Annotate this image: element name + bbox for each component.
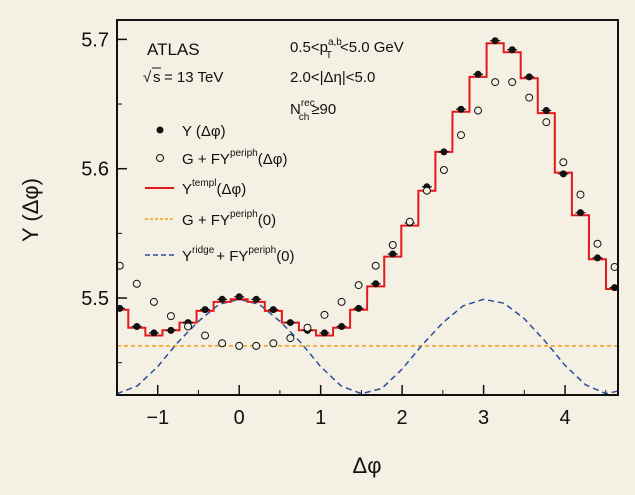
data-point-open (542, 118, 551, 127)
x-tick-label: 1 (315, 407, 326, 429)
data-point-open (117, 261, 124, 270)
ridge-curve (117, 298, 618, 395)
legend-label-y: Y (Δφ) (182, 123, 226, 140)
data-point-filled (491, 37, 499, 45)
legend-entry-ridge: Yridge + FYperiph(0) (145, 245, 295, 265)
plot-area (117, 37, 618, 395)
data-point-open (371, 261, 380, 270)
data-point-open (337, 297, 346, 306)
data-point-open (252, 341, 261, 350)
data-point-filled (389, 250, 397, 258)
legend: Y (Δφ) G + FYperiph(Δφ) Ytempl(Δφ) G + F… (145, 123, 295, 265)
energy-value: = 13 TeV (164, 69, 223, 86)
energy-prefix: s (153, 69, 161, 86)
data-point-open (235, 341, 244, 350)
data-point-filled (611, 284, 618, 292)
data-point-open (286, 334, 295, 343)
data-point-open (354, 281, 363, 290)
eta-range-label: 2.0<|Δη|<5.0 (290, 69, 375, 86)
legend-entry-templ: Ytempl(Δφ) (145, 178, 246, 198)
data-point-filled (542, 107, 550, 115)
data-point-filled (474, 70, 482, 78)
data-point-open (388, 241, 397, 249)
energy-label: √ s = 13 TeV (143, 67, 223, 86)
data-point-open (610, 262, 618, 271)
y-tick-label: 5.6 (81, 159, 109, 181)
data-point-open (474, 106, 483, 115)
x-tick-label: 0 (234, 407, 245, 429)
data-point-open (508, 78, 517, 87)
data-point-open (132, 279, 141, 288)
data-point-open (593, 239, 602, 248)
data-point-open (269, 339, 278, 348)
data-point-filled (372, 280, 380, 288)
data-point-filled (133, 322, 141, 330)
legend-entry-y: Y (Δφ) (156, 123, 226, 140)
data-point-open (576, 190, 585, 199)
data-point-filled (320, 329, 328, 337)
data-point-filled (559, 170, 567, 178)
data-point-filled (218, 295, 226, 303)
data-point-filled (167, 326, 175, 334)
legend-filled-marker (156, 126, 164, 134)
data-point-open (218, 339, 227, 348)
data-point-filled (117, 304, 124, 312)
legend-label-templ: Ytempl(Δφ) (182, 178, 246, 198)
legend-entry-g: G + FYperiph(Δφ) (156, 148, 288, 168)
data-point-filled (525, 73, 533, 81)
y-tick-label: 5.7 (81, 29, 109, 51)
data-point-open (201, 331, 210, 340)
data-point-open (525, 93, 534, 102)
data-point-filled (355, 304, 363, 312)
legend-label-ridge: Yridge + FYperiph(0) (182, 245, 295, 265)
data-point-open (439, 166, 448, 174)
nch-label: Nrec ch ≥90 (290, 98, 336, 123)
data-point-filled (286, 319, 294, 327)
data-point-filled (508, 46, 516, 54)
data-point-open (422, 186, 431, 195)
data-point-filled (201, 306, 209, 314)
data-point-open (166, 312, 175, 321)
x-tick-label: 3 (478, 407, 489, 429)
x-tick-label: 2 (397, 407, 408, 429)
template-step-line (117, 42, 618, 337)
data-point-filled (338, 322, 346, 330)
y-tick-label: 5.5 (81, 288, 109, 310)
data-point-filled (235, 293, 243, 301)
legend-open-marker (156, 154, 164, 162)
x-tick-label: 4 (559, 407, 570, 429)
data-point-open (303, 323, 312, 332)
data-point-open (491, 78, 500, 87)
atlas-label: ATLAS (147, 40, 200, 59)
y-axis-title: Y (Δφ) (18, 178, 43, 242)
x-tick-label: −1 (146, 407, 169, 429)
x-axis-title: Δφ (353, 453, 382, 478)
data-point-filled (269, 306, 277, 314)
data-point-filled (576, 209, 584, 217)
data-point-filled (440, 148, 448, 156)
legend-entry-flat: G + FYperiph(0) (145, 209, 276, 229)
data-point-open (405, 217, 414, 226)
pt-range-label: 0.5<pa,b T <5.0 GeV (290, 37, 404, 61)
plot-frame (116, 19, 619, 396)
data-point-filled (150, 329, 158, 337)
data-point-filled (457, 105, 465, 113)
data-point-filled (593, 254, 601, 262)
legend-label-flat: G + FYperiph(0) (182, 209, 276, 229)
data-point-filled (252, 295, 260, 303)
data-point-open (559, 158, 568, 167)
series-group (117, 37, 618, 395)
data-point-open (457, 131, 466, 140)
data-point-open (149, 297, 158, 306)
data-point-open (320, 310, 329, 319)
data-point-open (184, 322, 193, 331)
sqrt-symbol: √ (143, 69, 152, 86)
axes: −1 0 1 2 3 4 5.5 5.6 5.7 (81, 29, 607, 429)
legend-label-g: G + FYperiph(Δφ) (182, 148, 288, 168)
